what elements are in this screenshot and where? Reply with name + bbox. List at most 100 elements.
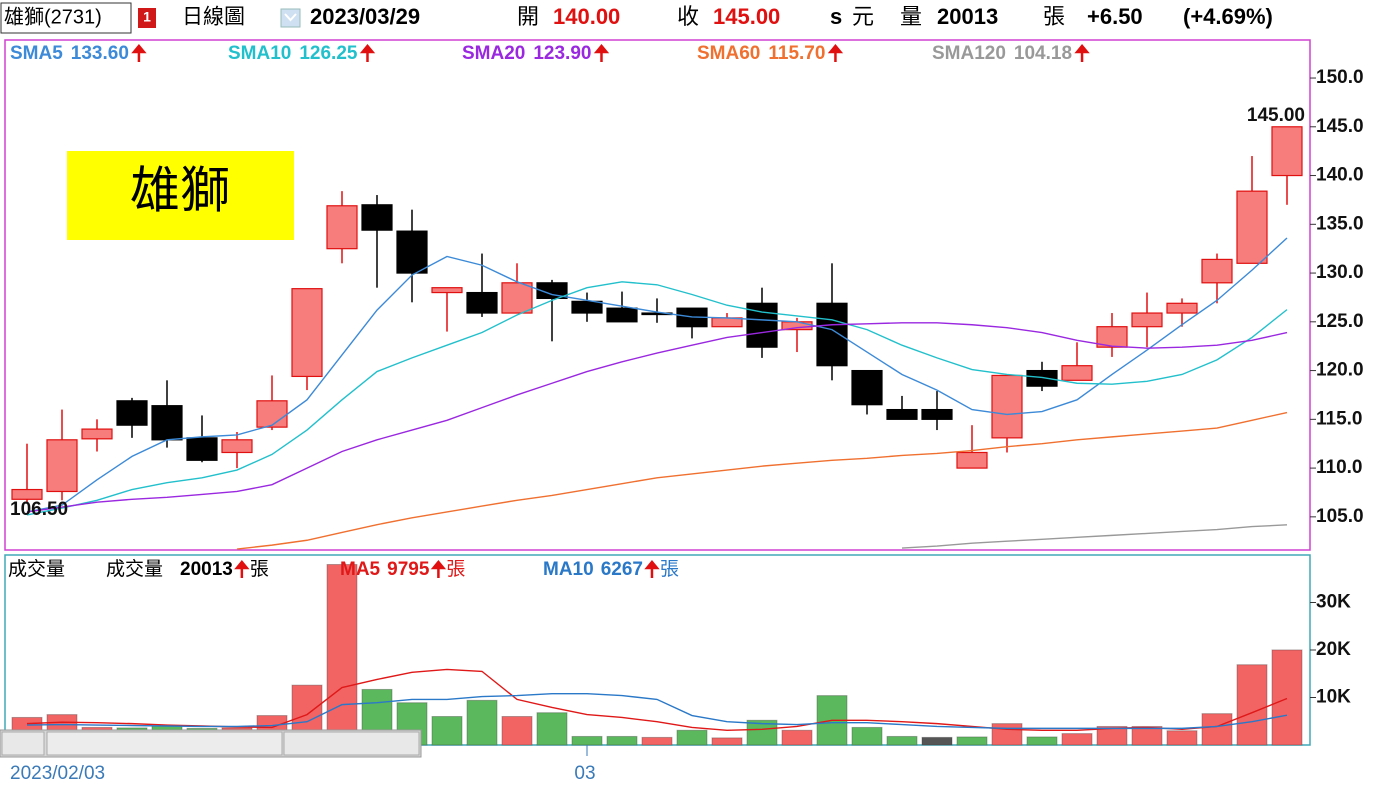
candle-body: [81, 428, 113, 440]
up-arrow: [827, 44, 844, 62]
y-tick-label: 135.0: [1316, 213, 1364, 234]
volume-panel: [4, 554, 1311, 746]
s: s: [830, 4, 842, 29]
candle-body: [851, 369, 883, 406]
dropdown[interactable]: [280, 8, 301, 28]
y-tick-label: 130.0: [1316, 262, 1364, 283]
up-arrow: [131, 44, 147, 62]
candle-body: [1166, 302, 1198, 314]
volume-bar: [1201, 713, 1233, 746]
ma-line: [236, 411, 1288, 550]
volume-bar: [1131, 725, 1163, 746]
badge: [138, 8, 156, 28]
legend-name: MA10: [543, 559, 594, 580]
legend-value: 115.70: [768, 43, 825, 64]
candle-body: [11, 488, 43, 500]
candle-body: [536, 282, 568, 300]
legend-name: 成交量: [106, 558, 163, 580]
volume-bar: [466, 699, 498, 746]
scroll-right[interactable]: [283, 731, 420, 756]
legend-name: SMA120: [932, 43, 1006, 64]
stock-box[interactable]: [0, 2, 132, 34]
legend-unit: 張: [446, 559, 465, 580]
ma-line: [901, 524, 1288, 549]
view[interactable]: 日線圖: [182, 6, 245, 29]
ma-line: [26, 281, 1288, 516]
candle-body: [326, 205, 358, 250]
candle-body: [431, 287, 463, 294]
volume-bar: [781, 729, 813, 746]
candle-body: [1131, 312, 1163, 328]
volume-bar: [501, 716, 533, 746]
volume-bar: [641, 736, 673, 746]
candle-body: [886, 408, 918, 420]
candle-body: [1061, 365, 1093, 381]
y-tick-label: 105.0: [1316, 506, 1364, 527]
volume-bar: [991, 723, 1023, 746]
stock-name: 雄獅(2731): [4, 5, 102, 28]
candle-body: [991, 374, 1023, 439]
legend-name: MA5: [340, 559, 381, 580]
volume-bar: [326, 564, 358, 746]
candle-body: [361, 204, 393, 231]
scroll-left[interactable]: [1, 731, 45, 756]
candle-body: [956, 451, 988, 469]
price-label: 106.50: [10, 499, 68, 520]
legend-name: SMA60: [697, 43, 760, 64]
date: 2023/03/29: [310, 4, 420, 29]
ma-line: [26, 237, 1288, 513]
open: 140.00: [553, 4, 620, 29]
y-tick-label: 20K: [1316, 639, 1351, 660]
currency: 元: [852, 4, 874, 29]
volume-label: 量: [900, 4, 922, 29]
y-tick-label: 145.0: [1316, 116, 1364, 137]
scrollbar[interactable]: [0, 729, 422, 758]
candle-body: [466, 291, 498, 314]
candle-body: [221, 439, 253, 454]
open-label: 開: [517, 4, 539, 29]
candle-body: [291, 288, 323, 378]
change: +6.50: [1087, 4, 1143, 29]
scroll-thumb[interactable]: [46, 731, 283, 756]
legend-unit: 張: [250, 559, 269, 580]
up-arrow: [593, 44, 610, 62]
candles: [11, 126, 1303, 550]
volume-bar: [1166, 730, 1198, 746]
close: 145.00: [713, 4, 780, 29]
volume-bar: [711, 737, 743, 746]
volume-bar: [571, 735, 603, 746]
x-tick-label: 03: [574, 763, 595, 784]
candle-body: [1236, 190, 1268, 264]
up-arrow: [644, 560, 660, 578]
volume-unit: 張: [1043, 4, 1065, 29]
up-arrow: [430, 560, 447, 578]
legend-value: 9795: [387, 559, 430, 580]
candle-body: [606, 307, 638, 323]
candle-body: [1026, 369, 1058, 387]
volume-bar: [1271, 649, 1303, 746]
volume-bar: [676, 729, 708, 746]
volume-bar: [1236, 664, 1268, 746]
candle-body: [1201, 258, 1233, 284]
volume-bar: [1096, 725, 1128, 746]
up-arrow: [234, 560, 250, 578]
volume-bar: [431, 716, 463, 746]
annotation: 雄獅: [130, 162, 230, 218]
close-label: 收: [677, 4, 699, 29]
candle-body: [921, 408, 953, 420]
legend-value: 104.18: [1014, 43, 1072, 64]
x-tick-label: 2023/02/03: [10, 763, 105, 784]
header: 雄獅(2731) 1 日線圖 2023/03/29 開 140.00 收 145…: [0, 2, 1273, 34]
legend-unit: 張: [660, 559, 679, 580]
candle-body: [151, 405, 183, 441]
y-tick-label: 140.0: [1316, 165, 1364, 186]
candle-body: [46, 439, 78, 493]
price-panel: [4, 39, 1311, 551]
badge-text: 1: [143, 9, 151, 25]
volume-bar: [956, 736, 988, 746]
change-pct: (+4.69%): [1183, 4, 1273, 29]
panel-title: 成交量: [8, 558, 65, 580]
volume-bar: [536, 712, 568, 746]
volume-bar: [886, 735, 918, 746]
